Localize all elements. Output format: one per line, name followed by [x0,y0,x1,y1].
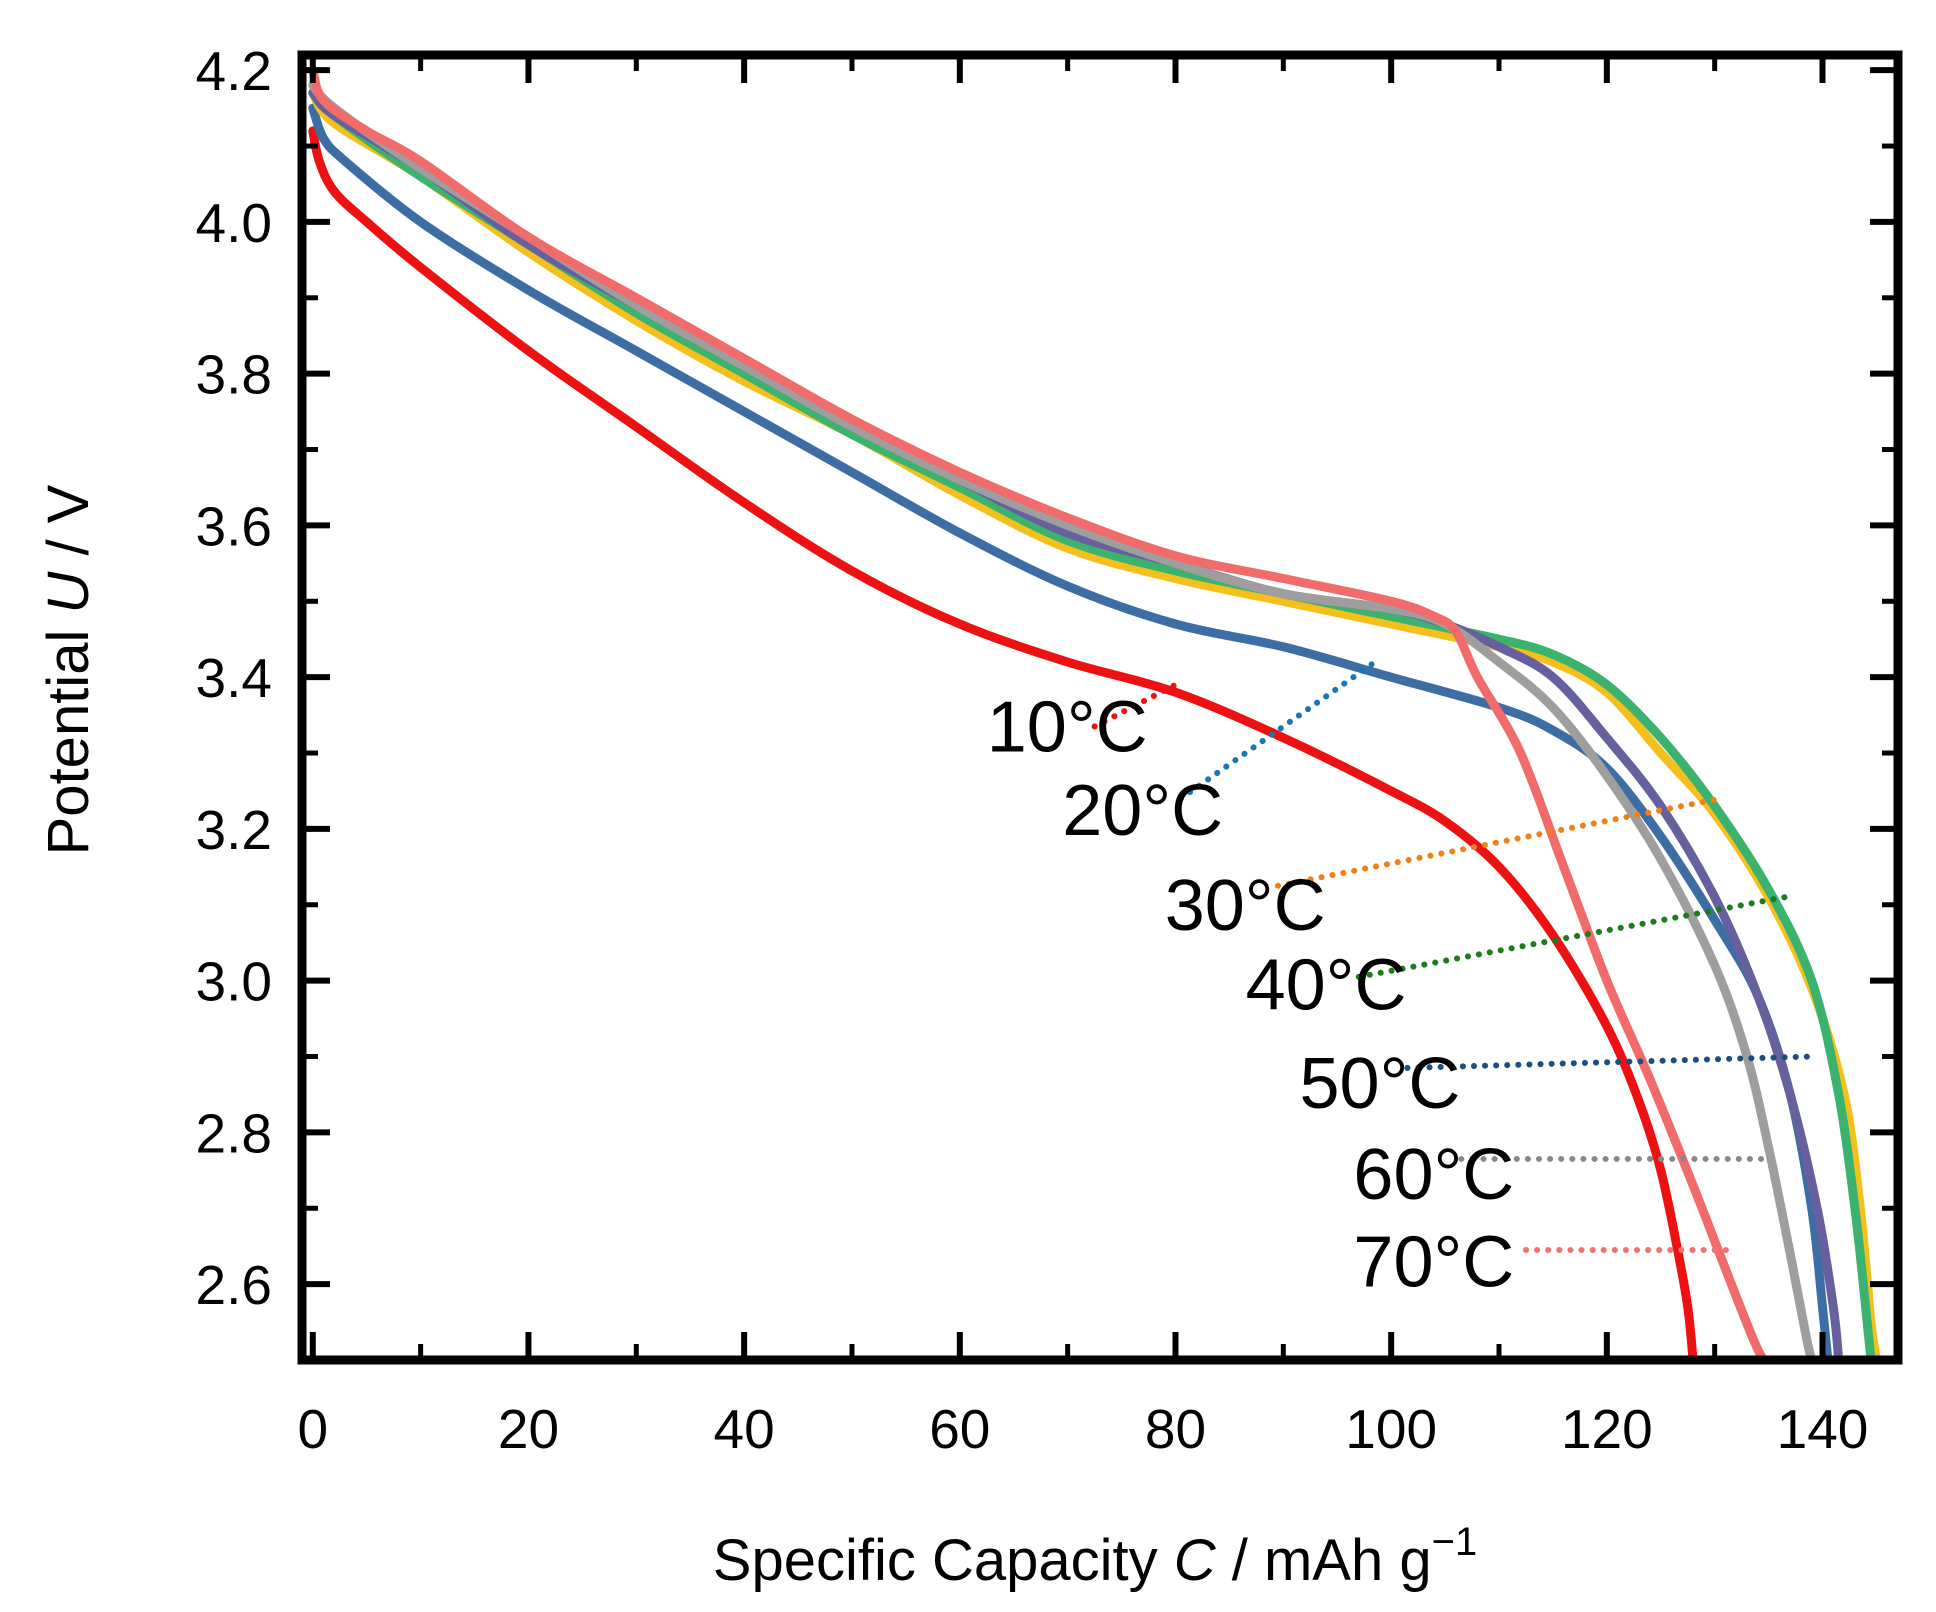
series-label-60c: 60°C [1353,1135,1514,1215]
y-axis-title: Potential U / V [36,484,101,855]
x-tick-label: 80 [1145,1398,1206,1460]
series-label-50c: 50°C [1300,1044,1461,1124]
y-tick-label: 4.0 [196,192,272,254]
x-tick-label: 0 [297,1398,328,1460]
leader-line-10c [1091,681,1179,730]
x-tick-label: 120 [1561,1398,1653,1460]
y-tick-label: 3.6 [196,495,272,557]
y-tick-label: 4.2 [196,40,272,102]
y-tick-label: 3.0 [196,951,272,1013]
x-tick-label: 40 [714,1398,775,1460]
x-tick-label: 100 [1345,1398,1437,1460]
series-label-10c: 10°C [987,687,1148,767]
x-axis-title: Specific Capacity C / mAh g−1 [713,1520,1477,1593]
series-line-70c [308,65,1768,1365]
leader-line-50c [1404,1053,1815,1071]
y-tick-label: 2.6 [196,1254,272,1316]
series-label-70c: 70°C [1353,1222,1514,1302]
series-label-20c: 20°C [1062,771,1223,851]
x-tick-label: 140 [1777,1398,1869,1460]
series-label-40c: 40°C [1246,945,1407,1025]
x-tick-label: 60 [929,1398,990,1460]
series-line-10c [308,126,1698,1365]
plot-frame [297,50,1903,1365]
leader-line-20c [1177,658,1378,802]
y-tick-label: 2.8 [196,1102,272,1164]
y-tick-label: 3.2 [196,799,272,861]
series-group [308,65,1881,1365]
series-label-30c: 30°C [1165,866,1326,946]
y-tick-label: 3.4 [196,647,272,709]
leader-line-30c [1274,795,1724,889]
annotation-group: 10°C20°C 30°C40°C 50°C 60°C70°C [987,658,1815,1302]
y-tick-label: 3.8 [196,344,272,406]
x-tick-label: 20 [498,1398,559,1460]
